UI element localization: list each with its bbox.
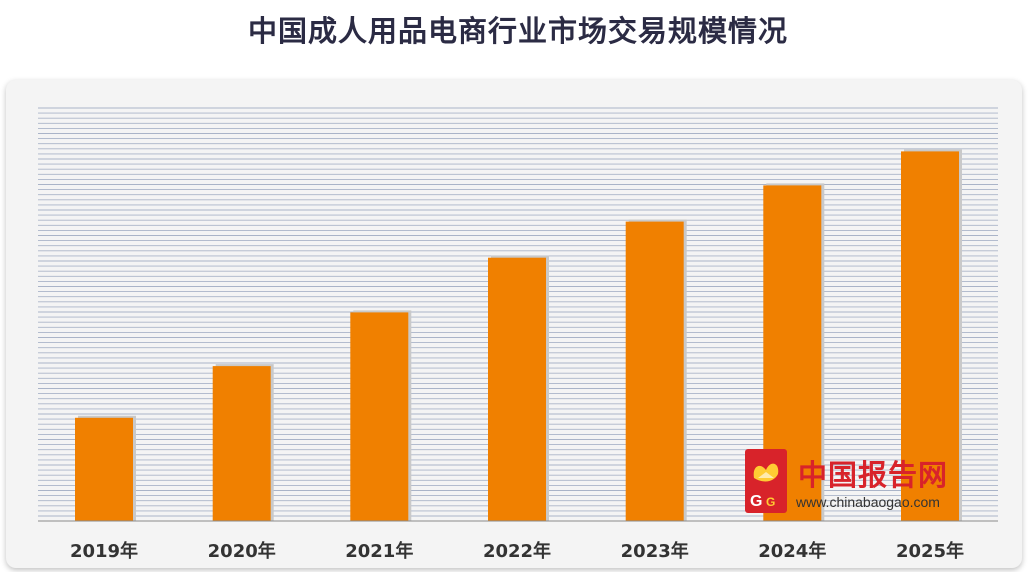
x-tick-label: 2025年: [896, 540, 964, 562]
svg-text:G: G: [750, 493, 762, 510]
bar-2023年: [625, 221, 684, 521]
bar-2020年: [212, 366, 271, 521]
x-tick-label: 2022年: [483, 540, 551, 562]
watermark-logo: G G 中国报告网 www.chinabaogao.com: [744, 448, 976, 516]
bird-logo-icon: G G: [745, 449, 787, 513]
x-axis-labels: 2019年 2020年 2021年 2022年 2023年 2024年 2025年: [70, 540, 964, 562]
watermark-url: www.chinabaogao.com: [796, 494, 940, 510]
watermark-name: 中国报告网: [798, 458, 949, 492]
svg-text:G: G: [766, 495, 775, 509]
bar-2025年: [901, 151, 959, 521]
x-tick-label: 2019年: [70, 540, 138, 562]
chart-title: 中国成人用品电商行业市场交易规模情况: [247, 14, 788, 48]
bars: [75, 149, 962, 522]
x-tick-label: 2021年: [345, 540, 413, 562]
bar-2022年: [488, 257, 546, 521]
bar-2021年: [350, 312, 409, 521]
bar-2019年: [75, 417, 133, 522]
x-tick-label: 2024年: [758, 540, 826, 562]
x-tick-label: 2020年: [208, 540, 276, 562]
x-tick-label: 2023年: [621, 540, 689, 562]
